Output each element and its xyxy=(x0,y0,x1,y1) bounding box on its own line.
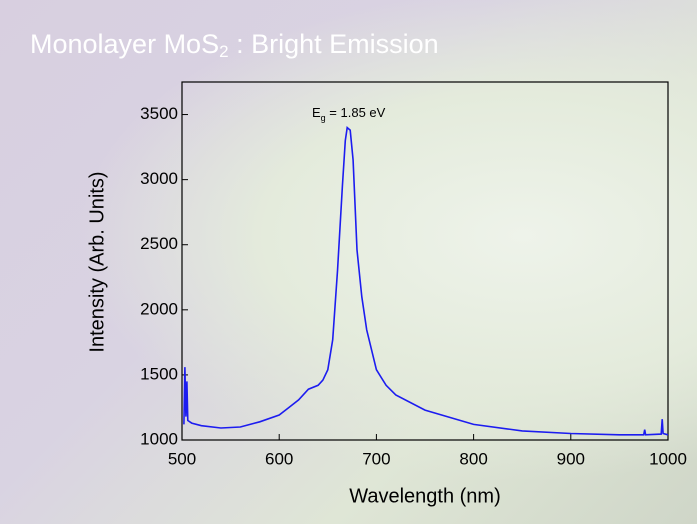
peak-annotation: Eg = 1.85 eV xyxy=(312,105,386,123)
annotation-subscript: g xyxy=(321,113,326,123)
title-text: : Bright Emission xyxy=(229,29,439,59)
y-tick-label: 3500 xyxy=(140,104,178,123)
annotation-text: = 1.85 eV xyxy=(326,105,386,120)
y-axis-label: Intensity (Arb. Units) xyxy=(86,171,108,352)
x-tick-label: 700 xyxy=(362,449,390,468)
x-tick-label: 600 xyxy=(265,449,293,468)
y-tick-label: 1000 xyxy=(140,429,178,448)
x-tick-label: 500 xyxy=(168,449,196,468)
plot-frame xyxy=(181,81,669,441)
title-text: Monolayer MoS xyxy=(30,29,219,59)
y-tick-label: 3000 xyxy=(140,169,178,188)
x-tick-label: 1000 xyxy=(649,449,687,468)
x-tick-label: 900 xyxy=(557,449,585,468)
chart-title: Monolayer MoS2 : Bright Emission xyxy=(30,29,439,61)
title-subscript: 2 xyxy=(219,42,228,61)
y-tick-label: 2500 xyxy=(140,234,178,253)
x-axis-label: Wavelength (nm) xyxy=(349,485,501,507)
y-tick-label: 2000 xyxy=(140,299,178,318)
annotation-text: E xyxy=(312,105,321,120)
x-tick-label: 800 xyxy=(459,449,487,468)
spectrum-line xyxy=(183,126,669,436)
y-tick-label: 1500 xyxy=(140,364,178,383)
